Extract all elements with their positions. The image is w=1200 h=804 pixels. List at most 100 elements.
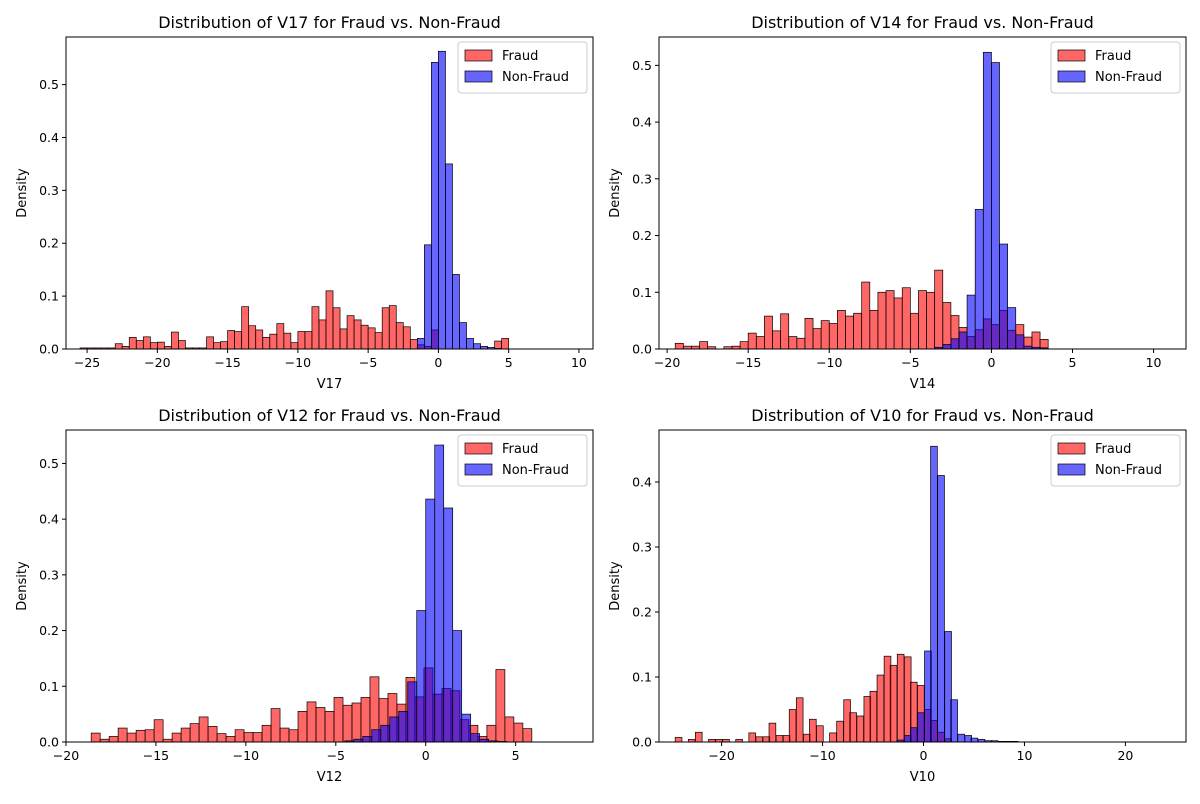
histogram-bar bbox=[780, 313, 790, 349]
y-tick-label: 0.4 bbox=[39, 130, 59, 145]
histogram-bar bbox=[816, 725, 824, 742]
histogram-bar bbox=[999, 243, 1008, 349]
histogram-bar bbox=[796, 337, 806, 349]
histogram-bar bbox=[809, 718, 817, 742]
histogram-bar bbox=[270, 708, 281, 742]
histogram-bar bbox=[362, 736, 373, 742]
histogram-bar bbox=[1015, 334, 1025, 349]
histogram-bar bbox=[279, 727, 290, 742]
histogram-bar bbox=[501, 338, 510, 349]
histogram-bar bbox=[353, 319, 362, 349]
histogram-bar bbox=[853, 312, 863, 349]
histogram-bar bbox=[461, 713, 472, 742]
histogram-bar bbox=[325, 290, 334, 349]
x-tick-label: −25 bbox=[74, 355, 100, 370]
histogram-bar bbox=[944, 631, 952, 742]
histogram-bar bbox=[910, 727, 918, 742]
histogram-bar bbox=[861, 281, 871, 349]
histogram-bar bbox=[252, 732, 263, 742]
histogram-bar bbox=[909, 312, 919, 349]
axes-frame bbox=[658, 36, 1187, 350]
histogram-bar bbox=[748, 732, 756, 742]
chart-title: Distribution of V14 for Fraud vs. Non-Fr… bbox=[751, 13, 1094, 32]
histogram-bar bbox=[1031, 331, 1041, 349]
series-non-fraud bbox=[344, 444, 508, 742]
histogram-bar bbox=[470, 733, 481, 742]
y-axis-label: Density bbox=[15, 168, 30, 218]
histogram-bar bbox=[241, 306, 250, 349]
x-tick-label: −10 bbox=[816, 355, 842, 370]
y-tick-label: 0.1 bbox=[632, 285, 652, 300]
x-tick-label: −20 bbox=[654, 355, 680, 370]
histogram-bar bbox=[775, 735, 784, 742]
x-axis-label: V10 bbox=[910, 770, 935, 785]
chart-panel-4: −20 −10 0 10 20 0.0 0.1 0.2 0.3 0.4 Distribution o… bbox=[608, 406, 1187, 785]
histogram-bar bbox=[836, 720, 844, 742]
x-tick-label: −20 bbox=[708, 748, 734, 763]
x-tick-label: −10 bbox=[809, 748, 835, 763]
histogram-bar bbox=[694, 731, 703, 742]
x-axis-label: V12 bbox=[317, 770, 342, 785]
y-tick-label: 0.3 bbox=[632, 171, 652, 186]
histogram-bar bbox=[304, 331, 313, 349]
axes-frame bbox=[65, 429, 594, 743]
x-tick-label: 5 bbox=[1069, 355, 1077, 370]
histogram-bar bbox=[213, 342, 221, 349]
histogram-bar bbox=[126, 732, 137, 742]
histogram-bar bbox=[869, 310, 879, 349]
histogram-bar bbox=[198, 716, 209, 742]
histogram-bar bbox=[937, 475, 945, 742]
histogram-bar bbox=[970, 737, 979, 742]
histogram-bar bbox=[360, 697, 371, 742]
x-tick-label: 10 bbox=[1146, 355, 1162, 370]
histogram-bar bbox=[849, 712, 857, 742]
legend-label: Fraud bbox=[502, 442, 538, 457]
chart-panel-3: −20 −15 −10 −5 0 5 0.0 0.1 0.2 0.3 0.4 0.5 Distribut… bbox=[15, 406, 594, 785]
histogram-bar bbox=[877, 291, 887, 349]
y-tick-label: 0.3 bbox=[632, 540, 652, 555]
histogram-bar bbox=[153, 719, 164, 742]
histogram-bar bbox=[739, 341, 749, 349]
histogram-bar bbox=[311, 306, 320, 349]
histogram-bar bbox=[445, 163, 453, 349]
x-axis-label: V14 bbox=[910, 377, 935, 392]
axes-frame bbox=[65, 36, 594, 350]
histogram-bar bbox=[216, 733, 227, 742]
histogram-bar bbox=[494, 340, 503, 349]
histogram-bar bbox=[171, 331, 179, 349]
histogram-bar bbox=[283, 332, 292, 349]
x-tick-label: −20 bbox=[144, 355, 170, 370]
histogram-bar bbox=[149, 342, 158, 349]
histogram-bar bbox=[225, 736, 236, 742]
legend-label: Non-Fraud bbox=[502, 70, 569, 85]
histogram-bar bbox=[416, 338, 425, 349]
chart-panel-2: −20 −15 −10 −5 0 5 10 0.0 0.1 0.2 0.3 0.4 0.5 Distrib… bbox=[608, 13, 1187, 392]
histogram-bar bbox=[918, 290, 927, 349]
histogram-bar bbox=[332, 307, 341, 349]
histogram-bar bbox=[982, 51, 992, 349]
histogram-bar bbox=[374, 332, 383, 349]
y-axis-label: Density bbox=[15, 561, 30, 611]
y-tick-label: 0.3 bbox=[39, 183, 59, 198]
histogram-bar bbox=[380, 724, 391, 742]
legend: Fraud Non-Fraud bbox=[457, 434, 588, 487]
x-tick-label: −10 bbox=[285, 355, 311, 370]
y-tick-label: 0.0 bbox=[632, 342, 652, 357]
histogram-bar bbox=[812, 328, 822, 349]
x-tick-label: −15 bbox=[143, 748, 169, 763]
histogram-bar bbox=[262, 337, 271, 349]
y-tick-label: 0.1 bbox=[632, 670, 652, 685]
histogram-bar bbox=[788, 709, 797, 742]
x-tick-label: 5 bbox=[512, 748, 520, 763]
x-tick-label: −15 bbox=[735, 355, 761, 370]
histogram-bar bbox=[889, 664, 898, 742]
histogram-bar bbox=[966, 294, 976, 349]
histogram-bar bbox=[315, 707, 326, 742]
legend-label: Fraud bbox=[1095, 49, 1131, 64]
histogram-bar bbox=[398, 711, 409, 742]
legend-swatch-non-fraud bbox=[1057, 70, 1086, 83]
y-tick-label: 0.1 bbox=[39, 679, 59, 694]
series-non-fraud bbox=[416, 50, 503, 349]
histogram-bar bbox=[755, 736, 764, 742]
